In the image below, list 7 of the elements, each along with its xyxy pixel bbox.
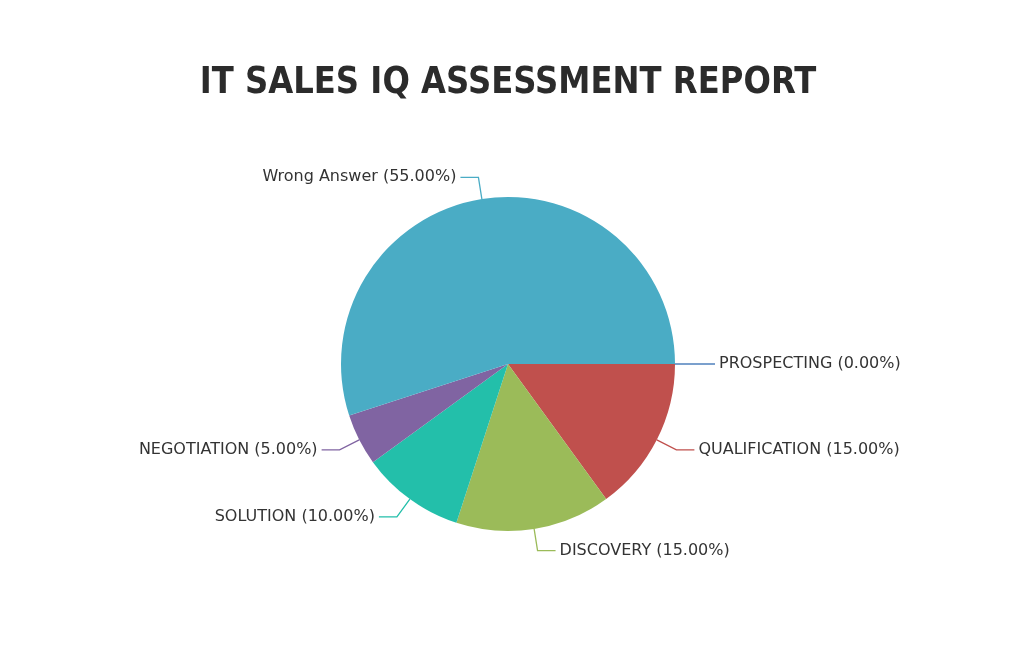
slice-label: SOLUTION (10.00%) (214, 506, 375, 526)
legend-label: PROSPECTING (0.00%) (719, 353, 901, 373)
slice-label: QUALIFICATION (15.00%) (698, 438, 900, 458)
slice-label: Wrong Answer (55.00%) (262, 166, 457, 186)
slice-label: DISCOVERY (15.00%) (559, 539, 730, 559)
slice-label: NEGOTIATION (5.00%) (138, 438, 318, 458)
chart-title: IT SALES IQ ASSESSMENT REPORT (199, 58, 817, 102)
